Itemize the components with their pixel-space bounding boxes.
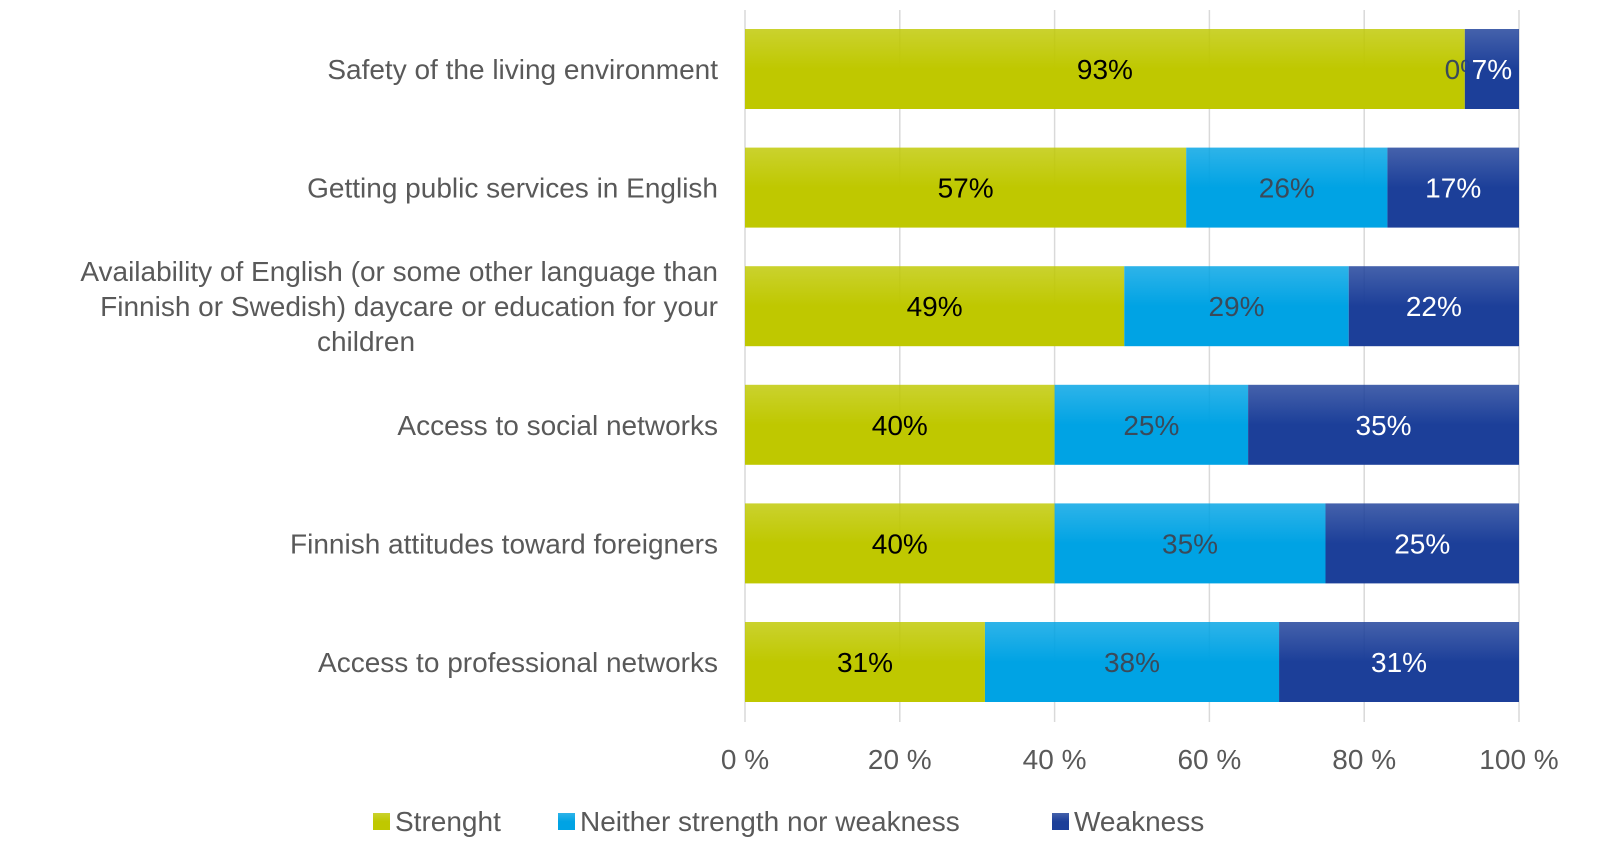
data-label: 29%: [1208, 291, 1264, 322]
category-label: Access to social networks: [397, 410, 718, 441]
data-label: 40%: [872, 528, 928, 559]
data-label: 35%: [1162, 528, 1218, 559]
legend-swatch: [1052, 813, 1069, 830]
bar-segment: [1124, 266, 1349, 347]
data-label: 17%: [1425, 173, 1481, 204]
legend-label: Neither strength nor weakness: [580, 806, 960, 837]
data-label: 22%: [1406, 291, 1462, 322]
legend-swatch: [373, 813, 390, 830]
category-label: Availability of English (or some other l…: [80, 256, 718, 287]
category-label: Getting public services in English: [307, 173, 718, 204]
x-tick-label: 20 %: [868, 744, 932, 775]
x-tick-label: 0 %: [721, 744, 769, 775]
legend: Strenght Neither strength nor weakness Wea…: [373, 806, 1204, 837]
data-label: 49%: [907, 291, 963, 322]
bar-segment: [745, 622, 985, 702]
bar-segment: [745, 503, 1055, 584]
legend-label: Weakness: [1074, 806, 1204, 837]
bar-segment: [1248, 384, 1519, 465]
bars: 93%0%7%57%26%17%49%29%22%40%25%35%40%35%…: [745, 29, 1519, 702]
category-label: Finnish attitudes toward foreigners: [290, 528, 718, 559]
category-label: Finnish or Swedish) daycare or education…: [100, 291, 718, 322]
bar-segment: [1387, 147, 1519, 228]
bar-segment: [745, 147, 1187, 228]
data-label: 31%: [1371, 647, 1427, 678]
bar-segment: [745, 29, 1465, 109]
legend-label: Strenght: [395, 806, 501, 837]
bar-segment: [745, 266, 1125, 347]
gridlines: [744, 10, 1520, 722]
data-label: 25%: [1394, 528, 1450, 559]
data-label: 38%: [1104, 647, 1160, 678]
bar-segment: [1279, 622, 1519, 702]
legend-swatch: [558, 813, 575, 830]
data-label: 35%: [1356, 410, 1412, 441]
x-tick-label: 60 %: [1177, 744, 1241, 775]
data-label: 40%: [872, 410, 928, 441]
data-label: 26%: [1259, 173, 1315, 204]
x-tick-label: 80 %: [1332, 744, 1396, 775]
bar-segment: [1186, 147, 1388, 228]
category-labels: Safety of the living environment Getting …: [80, 54, 718, 678]
bar-segment: [1348, 266, 1519, 347]
data-label: 7%: [1472, 54, 1512, 85]
x-tick-label: 40 %: [1023, 744, 1087, 775]
bar-segment: [984, 622, 1280, 702]
category-label: Safety of the living environment: [327, 54, 718, 85]
category-label: children: [317, 326, 415, 357]
bar-segment: [1464, 29, 1519, 109]
bar-segment: [1054, 384, 1249, 465]
category-label: Access to professional networks: [318, 647, 718, 678]
data-label: 57%: [938, 173, 994, 204]
x-axis-ticks: 0 % 20 % 40 % 60 % 80 % 100 %: [721, 744, 1559, 775]
data-label: 25%: [1123, 410, 1179, 441]
bar-segment: [745, 384, 1055, 465]
x-tick-label: 100 %: [1479, 744, 1558, 775]
bar-segment: [1054, 503, 1326, 584]
bar-segment: [1325, 503, 1519, 584]
data-label: 31%: [837, 647, 893, 678]
data-label: 93%: [1077, 54, 1133, 85]
